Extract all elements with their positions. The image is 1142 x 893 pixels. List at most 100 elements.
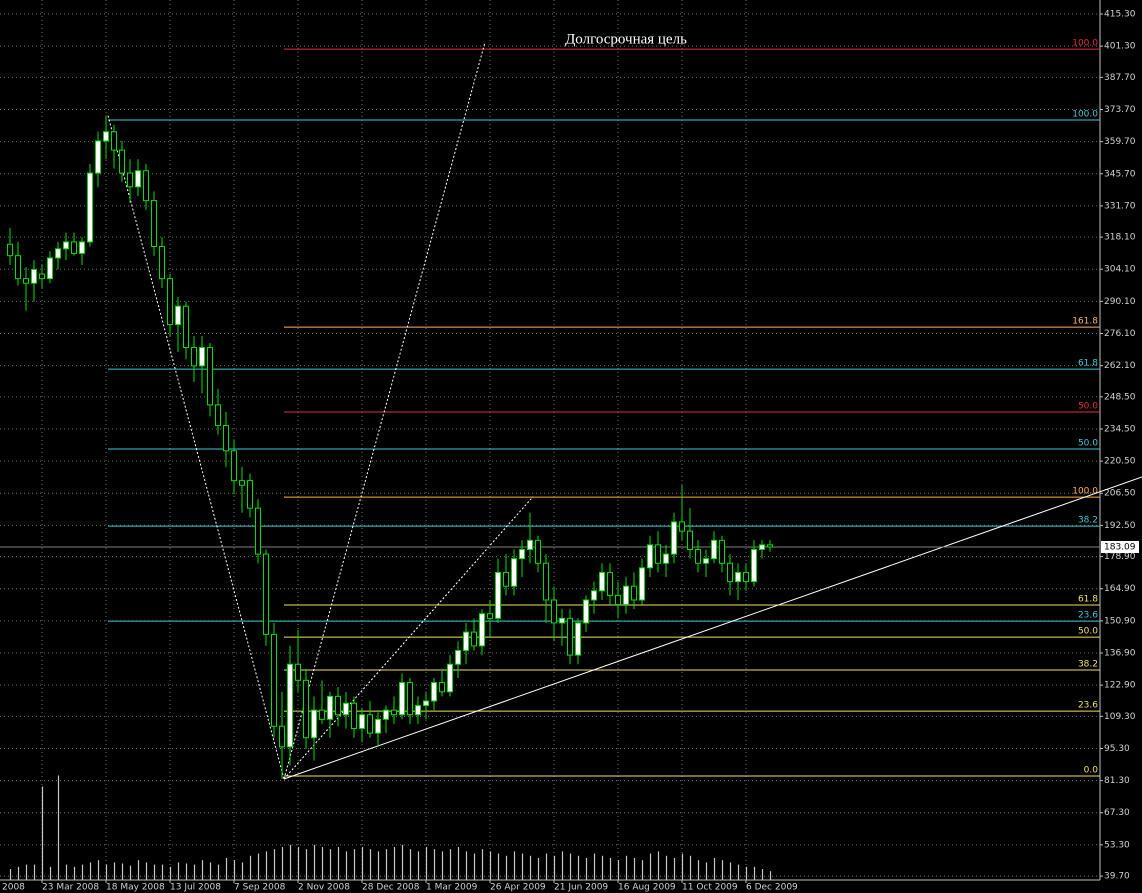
candle-body [183,305,189,349]
candle-body [607,571,613,596]
candle-body [15,255,21,280]
candle-body [7,243,13,257]
fib-label: 100.0 [1072,487,1098,497]
candle-body [679,521,685,532]
y-tick-label: 331.70 [1104,201,1136,211]
candle-body [231,450,237,482]
candle-body [327,695,333,720]
y-tick-label: 234.50 [1104,424,1136,434]
candle-body [143,170,149,202]
candle-body [519,548,525,560]
x-tick-label: 2 Nov 2008 [298,883,350,893]
fib-label: 50.0 [1078,401,1098,411]
candle-body [695,548,701,564]
x-tick-label: 6 Dec 2009 [746,883,798,893]
candle-body [359,714,365,730]
candle-body [719,539,725,564]
y-tick-label: 345.70 [1104,169,1136,179]
current-price-label: 183.09 [1104,542,1136,552]
y-tick-label: 415.30 [1104,10,1136,20]
y-tick-label: 248.50 [1104,392,1136,402]
candle-body [351,702,357,730]
candle-body [439,682,445,693]
y-tick-label: 206.50 [1104,489,1136,499]
candle-body [479,613,485,647]
candle-body [375,718,381,734]
candle-body [111,131,117,151]
candle-body [239,480,245,486]
candle-body [47,257,53,280]
candle-body [535,539,541,564]
candle-body [743,571,749,583]
candle-body [759,544,765,550]
candle-body [119,149,125,174]
y-tick-label: 373.70 [1104,105,1136,115]
candle-body [559,617,565,624]
y-tick-label: 359.70 [1104,137,1136,147]
candle-body [567,617,573,656]
candle-body [303,679,309,739]
candle-body [751,548,757,583]
y-tick-label: 192.50 [1104,521,1136,531]
candle-body [263,553,269,635]
candle-body [215,404,221,427]
candle-body [167,278,173,326]
candle-body [511,558,517,587]
candle-body [415,705,421,716]
x-tick-label: 28 Dec 2008 [362,883,420,893]
candle-body [663,553,669,564]
candle-body [207,347,213,406]
y-tick-label: 304.10 [1104,265,1136,275]
candle-body [727,562,733,583]
x-tick-label: 1 Mar 2009 [426,883,478,893]
candle-body [159,246,165,280]
candle-body [631,585,637,601]
candle-body [135,170,141,188]
y-tick-label: 81.30 [1104,776,1130,786]
candle-body [367,714,373,734]
candle-body [87,172,93,243]
fib-label: 23.6 [1078,611,1098,621]
candle-body [527,539,533,550]
candle-body [431,682,437,702]
candle-body [407,682,413,716]
fib-label: 61.8 [1078,595,1098,605]
candle-body [39,273,45,280]
x-tick-label: 11 Oct 2009 [682,883,738,893]
candle-body [295,663,301,681]
x-tick-label: 21 Jun 2009 [554,883,608,893]
y-tick-label: 276.10 [1104,329,1136,339]
x-tick-label: 16 Aug 2009 [618,883,676,893]
current-price-box [1101,540,1139,553]
y-tick-label: 178.90 [1104,552,1136,562]
x-tick-label: 18 May 2008 [106,883,165,893]
candle-body [31,268,37,284]
y-tick-label: 39.70 [1104,872,1130,882]
candle-body [503,571,509,587]
y-tick-label: 67.30 [1104,808,1130,818]
annotation: Долгосрочная цель [565,31,687,47]
y-tick-label: 290.10 [1104,297,1136,307]
y-tick-label: 387.70 [1104,73,1136,83]
candle-body [199,347,205,367]
candle-body [767,544,773,548]
candle-body [543,562,549,601]
fib-label: 61.8 [1078,359,1098,369]
candle-body [399,682,405,716]
candle-body [639,567,645,601]
y-tick-label: 164.90 [1104,584,1136,594]
candle-body [455,649,461,665]
candle-body [623,585,629,606]
x-tick-label: 13 Jul 2008 [170,883,221,893]
y-tick-label: 136.90 [1104,648,1136,658]
candle-body [127,172,133,188]
candle-body [495,571,501,619]
candle-body [703,558,709,564]
y-tick-label: 401.30 [1104,42,1136,52]
fib-label: 100.0 [1072,39,1098,49]
candle-body [103,131,109,142]
candle-body [335,695,341,716]
candle-body [591,590,597,601]
y-tick-label: 150.90 [1104,616,1136,626]
